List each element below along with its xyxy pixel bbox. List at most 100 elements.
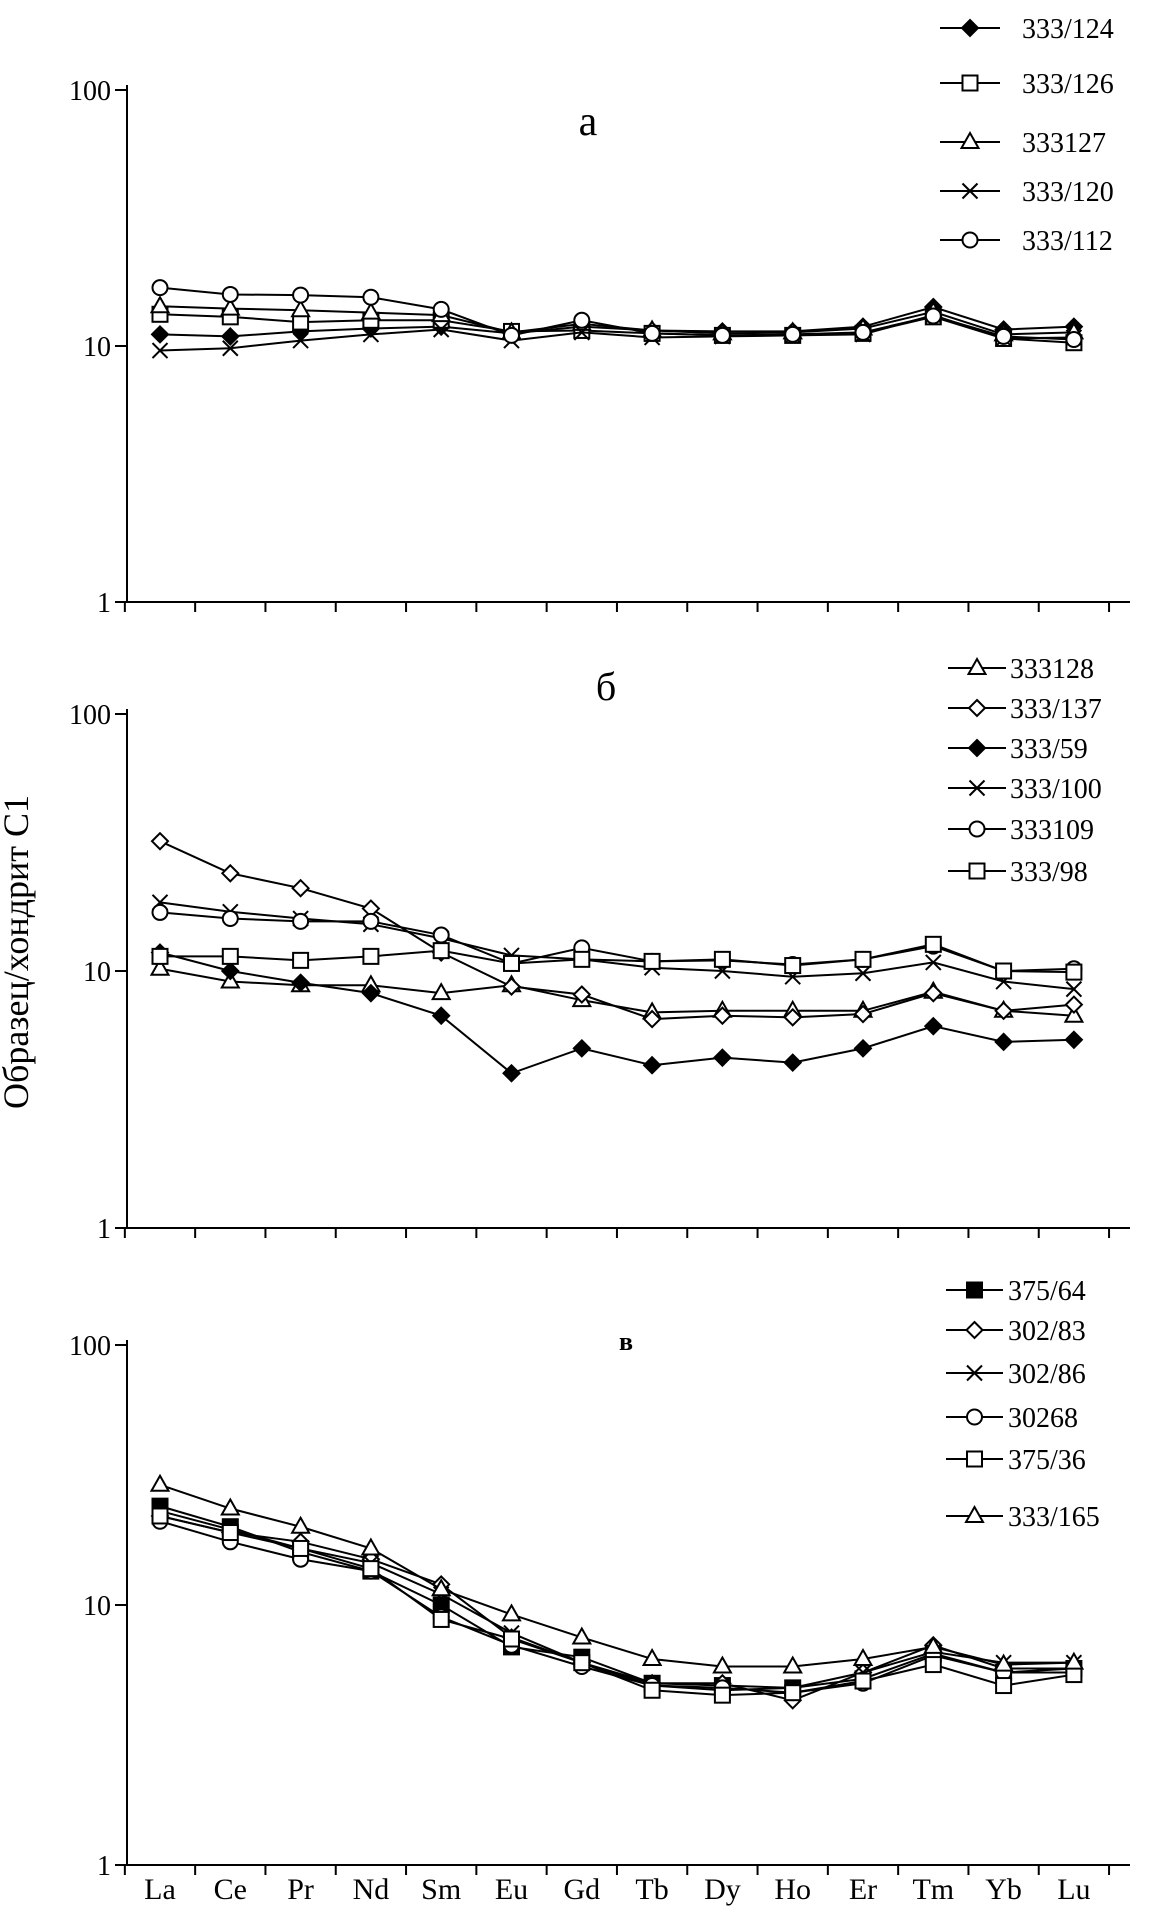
y-tick-label: 1 [97,1851,111,1882]
y-tick-label: 10 [83,332,111,363]
marker-diamond-open [783,1007,803,1027]
series-5 [151,903,1083,980]
legend-entry: 333/112 [940,226,1113,257]
legend-label: 333/165 [1008,1502,1100,1533]
x-tick-label: La [144,1873,176,1906]
marker-x-b [222,340,239,357]
marker-diamond-open [965,1320,984,1340]
marker-triangle-open [852,1647,874,1666]
series-line [159,951,1074,1075]
series-line [159,911,1074,973]
marker-circle-open [432,300,450,318]
x-tick-label: Sm [421,1873,461,1906]
marker-circle-open [432,926,450,944]
legend-entry: 333/137 [948,694,1102,725]
panel-label: а [579,99,598,145]
marker-square-open [432,942,450,960]
marker-circle-open [151,903,169,921]
marker-diamond-filled [853,1038,873,1058]
series-line [159,305,1074,338]
marker-circle-open [966,1408,983,1426]
marker-diamond-open [642,1009,662,1029]
x-tick-label: Eu [495,1873,528,1906]
marker-square-open [573,1654,591,1672]
marker-square-open [573,950,591,968]
legend-entry: 333/100 [948,774,1102,805]
legend-label: 333/100 [1010,774,1102,805]
legend-label: 333/112 [1022,226,1113,257]
marker-circle-open [643,324,661,342]
series-line [159,1483,1074,1668]
legend-entry: 375/36 [946,1445,1086,1476]
marker-square-open [151,1507,169,1525]
x-tick-label: Tm [912,1873,954,1906]
marker-square-open [503,1630,520,1648]
marker-triangle-open [641,1647,663,1666]
marker-square-open [151,947,169,965]
marker-square-open [854,1672,872,1690]
legend-label: 30268 [1008,1403,1078,1434]
marker-square-open [643,1681,661,1699]
marker-diamond-open [150,831,170,851]
marker-square-open [713,1686,731,1704]
marker-square-open [784,957,802,975]
x-tick-label: Er [849,1873,877,1906]
marker-square-open [292,1539,310,1557]
chart-panel-2: 1 10 100 б 333128 333/137 333/59 333/100 333109 3… [69,654,1130,1245]
marker-triangle-open [571,1626,593,1645]
legend-label: 333/126 [1022,69,1114,100]
legend-label: 333/59 [1010,734,1088,765]
legend-entry: 375/64 [946,1276,1086,1307]
marker-square-open [995,962,1013,980]
series-line [159,286,1074,341]
marker-square-open [432,1610,450,1628]
marker-circle-open [961,231,979,249]
marker-square-open [221,947,239,965]
marker-diamond-open [220,863,240,883]
series-6 [149,1473,1085,1674]
legend-label: 333109 [1010,815,1094,846]
marker-circle-open [784,325,802,343]
marker-x-b [292,332,309,349]
legend-entry: 333/124 [940,14,1114,45]
y-tick-label: 1 [97,588,111,619]
marker-triangle-open [1063,1004,1085,1023]
series-1 [149,957,1085,1023]
marker-diamond-filled [572,1038,592,1058]
marker-circle-open [854,323,872,341]
marker-x-b [968,779,986,797]
marker-triangle-open [993,1653,1014,1672]
series-5 [151,279,1083,349]
marker-circle-open [292,286,310,304]
series-6 [151,935,1083,981]
marker-triangle-open [149,295,171,314]
marker-triangle-open [149,957,171,976]
x-tick-label: Ho [774,1873,811,1906]
legend-label: 333/137 [1010,694,1102,725]
legend-entry: 333/165 [946,1502,1100,1533]
marker-diamond-filled [150,324,170,344]
legend-entry: 333/126 [940,69,1114,100]
marker-circle-open [221,285,239,303]
marker-diamond-filled [967,738,987,758]
legend-label: 302/83 [1008,1316,1086,1347]
panel-label: в [619,1327,633,1356]
legend-label: 302/86 [1008,1359,1086,1390]
y-tick-label: 100 [69,76,111,107]
marker-square-open [995,1677,1013,1695]
marker-square-open [924,1656,942,1674]
marker-square-open [784,1684,802,1702]
marker-x-b [1065,980,1083,998]
legend-label: 333/124 [1022,14,1114,45]
marker-circle-open [362,288,380,306]
legend-label: 333/98 [1010,857,1088,888]
marker-circle-open [713,326,731,344]
marker-triangle-open [964,1504,985,1523]
marker-square-open [362,1560,380,1578]
marker-circle-open [968,820,986,838]
x-tick-label: Pr [287,1873,314,1906]
marker-x-b [925,954,942,971]
legend-label: 375/64 [1008,1276,1086,1307]
series-3 [150,943,1084,1083]
